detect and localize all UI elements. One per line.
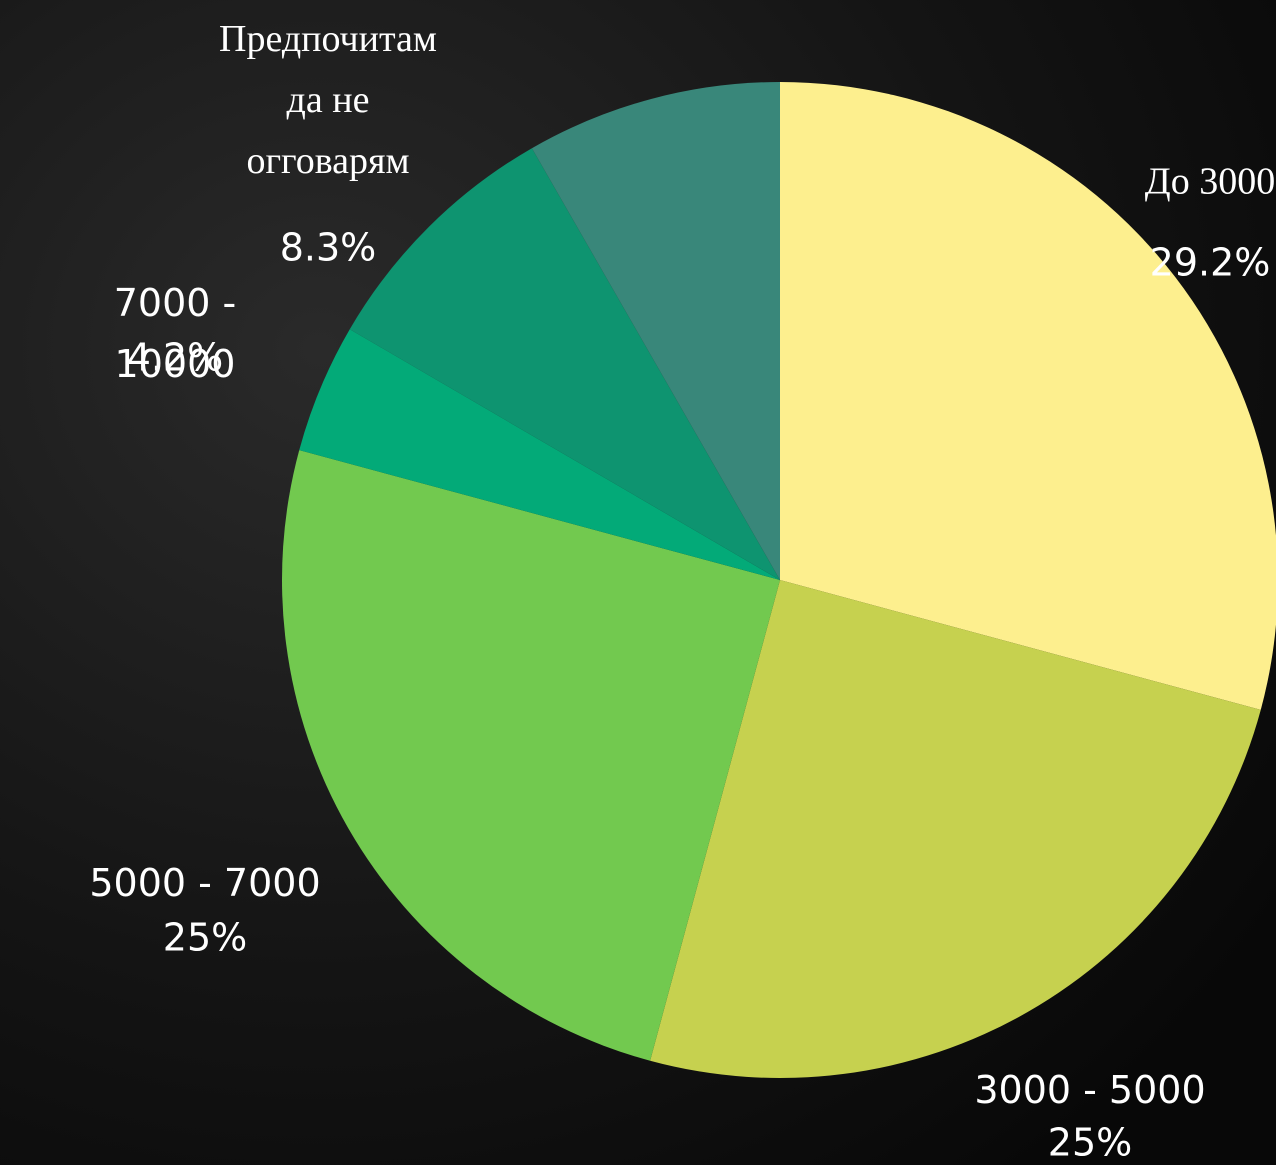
slice-value-label: 25%	[1048, 1121, 1132, 1165]
slice-value-label: 29.2%	[1150, 241, 1271, 285]
slice-value-label: 4.2%	[127, 336, 224, 380]
labels: До 3000 29.2% 3000 - 5000 25% 5000 - 7000 25%…	[89, 18, 1275, 1165]
pie-slice	[299, 329, 780, 580]
slice-label: Предпочитам да не огговарям	[219, 18, 437, 182]
pie-slice	[650, 580, 1261, 1078]
slice-label: 3000 - 5000	[974, 1068, 1205, 1112]
slice-value-label: 8.3%	[280, 226, 377, 270]
pie-slice	[780, 82, 1276, 710]
slice-label: До 3000	[1145, 161, 1275, 203]
slice-label: 7000 -10000	[114, 281, 237, 386]
pie-slice	[531, 82, 780, 580]
pie-slice	[282, 450, 780, 1061]
pie	[282, 82, 1276, 1078]
slice-value-label: 25%	[163, 916, 247, 960]
slice-label: 5000 - 7000	[89, 861, 320, 905]
pie-slice	[349, 148, 780, 580]
